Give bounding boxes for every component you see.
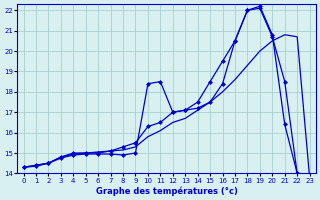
X-axis label: Graphe des températures (°c): Graphe des températures (°c)	[96, 186, 237, 196]
